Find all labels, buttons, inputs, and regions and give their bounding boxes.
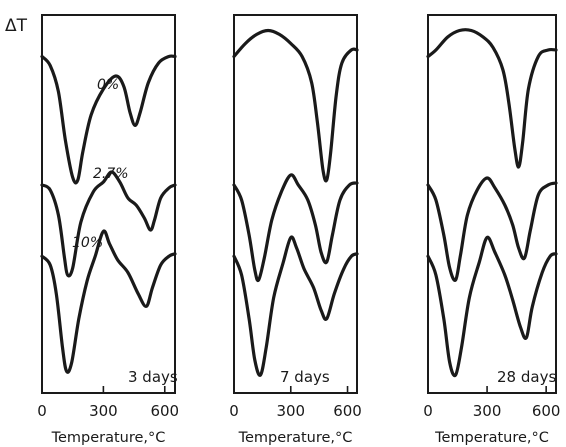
dta-curve xyxy=(426,235,558,378)
x-tick-label: 600 xyxy=(150,402,179,420)
panel-frame xyxy=(233,14,358,394)
dta-panel: 0% 2.7% 10% 3 days 0 300 600 Temperature,°C xyxy=(37,14,179,446)
dta-curve xyxy=(426,176,558,283)
dta-curve xyxy=(40,170,177,278)
y-axis-label: ΔT xyxy=(5,16,28,36)
x-axis-label: Temperature,°C xyxy=(434,430,549,446)
dta-panel: 7 days 0 300 600 Temperature,°C xyxy=(229,14,362,446)
x-tick-label: 600 xyxy=(532,402,561,420)
panel-frame xyxy=(41,14,176,394)
panel-frame xyxy=(427,14,557,394)
x-tick-label: 600 xyxy=(333,402,362,420)
dta-curve xyxy=(426,28,558,169)
panel-age-label: 3 days xyxy=(128,368,178,386)
series-label: 2.7% xyxy=(93,166,129,182)
dta-curve xyxy=(40,229,177,374)
dta-panel: 28 days 0 300 600 Temperature,°C xyxy=(423,14,561,446)
dta-curve xyxy=(232,173,359,283)
x-tick-label: 0 xyxy=(229,402,239,420)
x-tick-label: 0 xyxy=(37,402,47,420)
dta-curve xyxy=(232,28,359,183)
x-tick-label: 0 xyxy=(423,402,433,420)
series-label: 0% xyxy=(97,77,119,93)
x-tick-label: 300 xyxy=(473,402,502,420)
dta-curve xyxy=(40,54,177,185)
panel-age-label: 7 days xyxy=(280,368,330,386)
x-tick-label: 300 xyxy=(276,402,305,420)
dta-curve xyxy=(232,235,359,377)
panel-age-label: 28 days xyxy=(497,368,556,386)
x-axis-label: Temperature,°C xyxy=(51,430,166,446)
x-axis-label: Temperature,°C xyxy=(238,430,353,446)
x-tick-label: 300 xyxy=(89,402,118,420)
series-label: 10% xyxy=(72,235,103,251)
